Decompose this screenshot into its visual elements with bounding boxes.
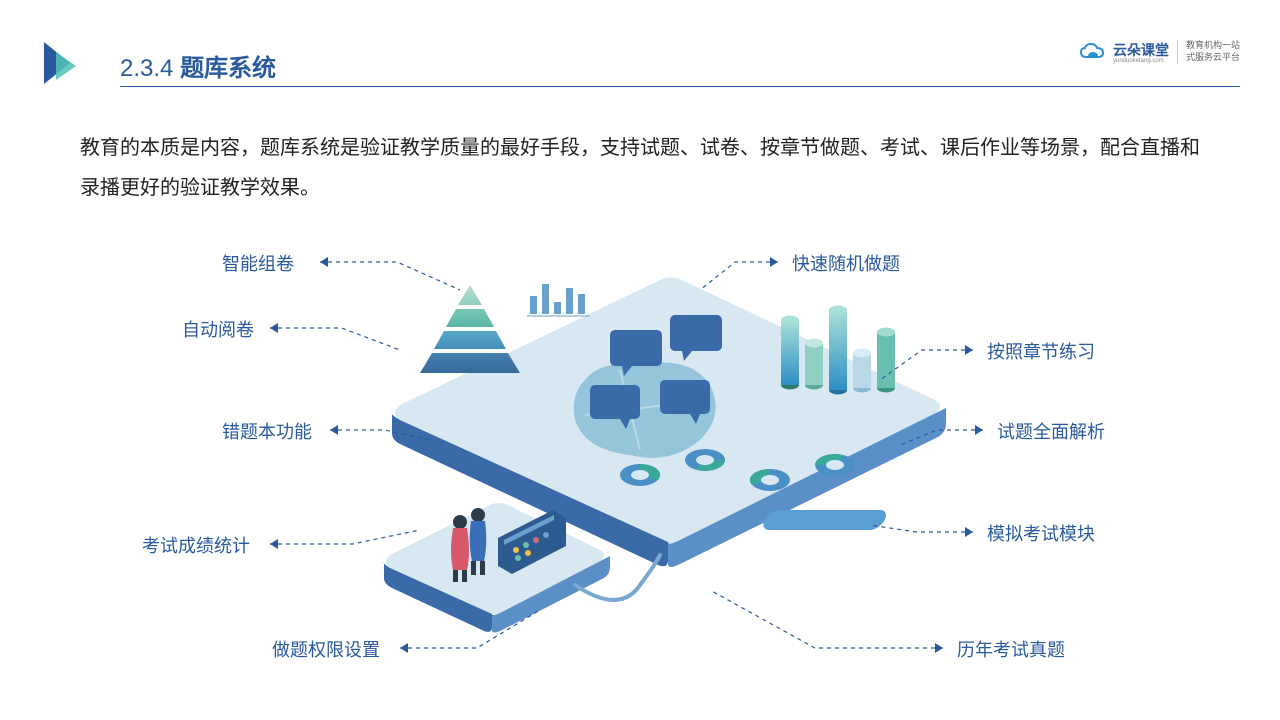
slide-header: 2.3.4 题库系统 云朵课堂 yunduoketang.com 教育机构一站 … — [0, 30, 1280, 100]
logo-tagline-1: 教育机构一站 — [1186, 40, 1240, 52]
pyramid-icon — [420, 285, 520, 373]
logo-name: 云朵课堂 — [1113, 42, 1169, 58]
feature-auto-grade: 自动阅卷 — [182, 316, 254, 342]
logo-tagline-2: 式服务云平台 — [1186, 52, 1240, 64]
feature-full-analysis: 试题全面解析 — [997, 418, 1105, 444]
feature-score-stats: 考试成绩统计 — [142, 532, 250, 558]
section-title: 2.3.4 题库系统 — [120, 48, 276, 83]
feature-diagram: 智能组卷自动阅卷错题本功能考试成绩统计做题权限设置 快速随机做题按照章节练习试题全… — [0, 220, 1280, 700]
logo-tagline: 教育机构一站 式服务云平台 — [1177, 40, 1240, 63]
feature-chapter-practice: 按照章节练习 — [987, 338, 1095, 364]
isometric-illustration — [0, 220, 1280, 700]
title-chevron-icon — [38, 38, 88, 88]
brand-logo: 云朵课堂 yunduoketang.com 教育机构一站 式服务云平台 — [1079, 40, 1240, 64]
feature-smart-compose: 智能组卷 — [222, 250, 294, 276]
feature-quick-random: 快速随机做题 — [792, 250, 900, 276]
cloud-icon — [1079, 43, 1105, 61]
feature-wrong-book: 错题本功能 — [222, 418, 312, 444]
feature-past-papers: 历年考试真题 — [957, 636, 1065, 662]
logo-text-block: 云朵课堂 yunduoketang.com — [1113, 40, 1169, 64]
feature-permission: 做题权限设置 — [272, 636, 380, 662]
title-underline — [120, 86, 1240, 87]
section-number: 2.3.4 — [120, 55, 173, 82]
section-name: 题库系统 — [180, 55, 276, 82]
feature-mock-exam: 模拟考试模块 — [987, 520, 1095, 546]
cylinder-bars — [781, 306, 895, 395]
logo-domain: yunduoketang.com — [1113, 58, 1169, 64]
pill-shape — [759, 510, 890, 530]
mini-bar-chart — [527, 284, 590, 316]
slide-description: 教育的本质是内容，题库系统是验证教学质量的最好手段，支持试题、试卷、按章节做题、… — [80, 128, 1200, 208]
